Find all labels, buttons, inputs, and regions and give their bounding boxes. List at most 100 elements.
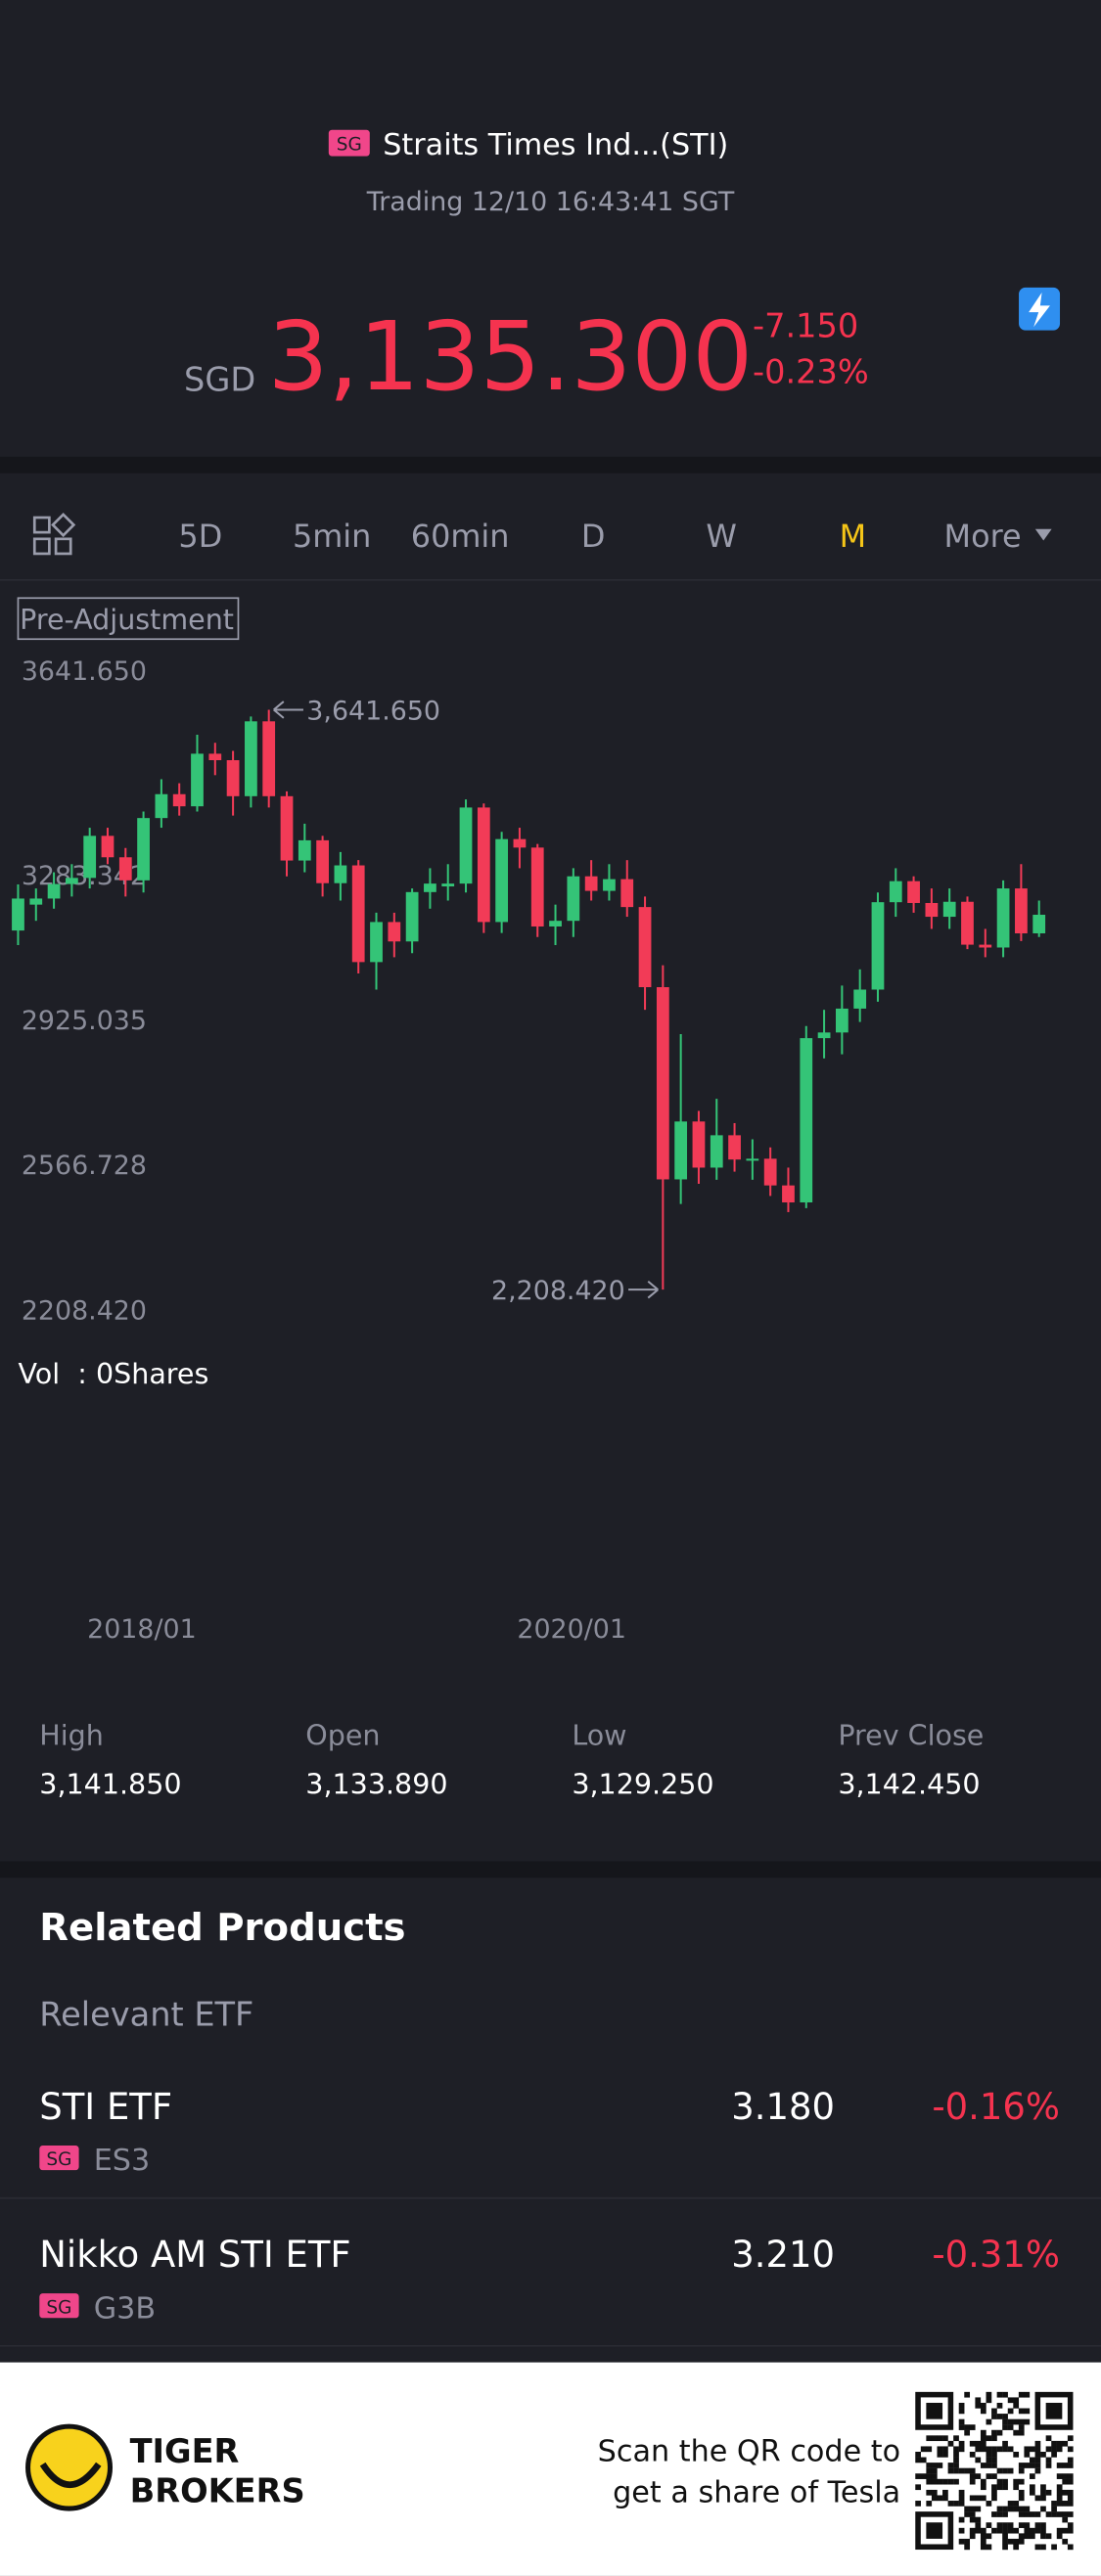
qr-cell xyxy=(1056,2511,1063,2517)
qr-cell xyxy=(1034,2446,1041,2453)
qr-cell xyxy=(1067,2463,1074,2468)
period-tab[interactable]: 5D xyxy=(178,518,222,555)
qr-cell xyxy=(1051,2440,1057,2447)
qr-cell xyxy=(991,2414,997,2419)
qr-cell xyxy=(1034,2522,1041,2528)
candle-body xyxy=(530,847,544,926)
qr-cell xyxy=(1013,2397,1020,2404)
qr-cell xyxy=(1007,2538,1014,2545)
price: 3,135.300 xyxy=(268,301,754,412)
qr-cell xyxy=(1056,2527,1063,2534)
qr-cell xyxy=(1067,2473,1074,2479)
stat-label: High xyxy=(39,1719,104,1751)
qr-cell xyxy=(1067,2435,1074,2442)
icon-part xyxy=(32,537,51,556)
candle-body xyxy=(782,1185,795,1203)
pre-adjustment-box[interactable] xyxy=(17,597,240,641)
period-tab[interactable]: M xyxy=(840,518,867,555)
etf-name[interactable]: STI ETF xyxy=(39,2086,172,2128)
qr-cell xyxy=(1045,2457,1052,2463)
candle-body xyxy=(1032,914,1046,934)
y-tick-label: 2925.035 xyxy=(22,1006,147,1036)
candle-body xyxy=(334,865,347,883)
qr-cell xyxy=(1067,2522,1074,2528)
period-tab[interactable]: D xyxy=(581,518,606,555)
qr-cell xyxy=(1002,2478,1008,2485)
qr-cell xyxy=(1029,2457,1035,2463)
qr-cell xyxy=(1018,2538,1025,2545)
candle-body xyxy=(298,839,311,861)
qr-cell xyxy=(980,2440,986,2447)
qr-cell xyxy=(1018,2506,1025,2512)
qr-cell xyxy=(1051,2501,1057,2507)
period-tab[interactable]: W xyxy=(706,518,737,555)
qr-cell xyxy=(1018,2463,1025,2468)
qr-cell xyxy=(1018,2467,1025,2474)
period-tab[interactable]: More xyxy=(944,518,1022,555)
qr-cell xyxy=(1067,2478,1074,2485)
qr-cell xyxy=(980,2527,986,2534)
qr-cell xyxy=(1062,2473,1069,2479)
qr-cell xyxy=(1024,2533,1031,2540)
qr-cell xyxy=(1045,2489,1052,2496)
qr-cell xyxy=(996,2478,1003,2485)
qr-cell xyxy=(980,2402,986,2409)
period-tab[interactable]: 5min xyxy=(293,518,371,555)
qr-cell xyxy=(1034,2495,1041,2502)
stat-label: Low xyxy=(572,1719,626,1751)
badge-bg xyxy=(39,2293,79,2319)
qr-cell xyxy=(926,2435,933,2442)
candle-body xyxy=(979,944,992,948)
qr-cell xyxy=(1040,2533,1046,2540)
candle-body xyxy=(513,838,527,848)
qr-cell xyxy=(1002,2440,1008,2447)
qr-cell xyxy=(996,2511,1003,2517)
pre-adjustment[interactable]: Pre-Adjustment xyxy=(20,604,234,636)
qr-cell xyxy=(1067,2457,1074,2463)
period-tab[interactable]: 60min xyxy=(411,518,510,555)
qr-cell xyxy=(1062,2440,1069,2447)
logo xyxy=(25,2423,114,2511)
qr-cell xyxy=(1007,2446,1014,2453)
qr-cell xyxy=(975,2506,982,2512)
qr-cell xyxy=(1040,2544,1046,2551)
qr-cell xyxy=(953,2435,959,2442)
candle-body xyxy=(674,1121,688,1180)
qr-cell xyxy=(1051,2511,1057,2517)
y-tick-label: 2566.728 xyxy=(22,1151,147,1181)
promo: Scan the QR code to xyxy=(598,2434,900,2468)
qr-cell xyxy=(980,2533,986,2540)
candle-body xyxy=(12,898,24,931)
qr-cell xyxy=(942,2489,948,2496)
qr-cell xyxy=(1062,2527,1069,2534)
qr-cell xyxy=(1034,2467,1041,2474)
qr-cell xyxy=(1067,2544,1074,2551)
qr-cell xyxy=(1029,2489,1035,2496)
qr-cell xyxy=(1024,2408,1031,2415)
etf-name[interactable]: Nikko AM STI ETF xyxy=(39,2234,350,2276)
layout-icon[interactable] xyxy=(32,512,76,556)
brand: TIGER xyxy=(130,2432,240,2470)
qr-cell xyxy=(969,2533,976,2540)
qr-cell xyxy=(942,2478,948,2485)
trading-status: Trading 12/10 16:43:41 SGT xyxy=(366,187,735,217)
qr-cell xyxy=(1018,2424,1025,2430)
qr-cell xyxy=(1045,2533,1052,2540)
qr-cell xyxy=(926,2467,933,2474)
candle-body xyxy=(925,902,939,918)
qr-cell xyxy=(986,2397,992,2404)
qr-cell xyxy=(986,2544,992,2551)
candle-body xyxy=(137,818,150,881)
qr-cell xyxy=(1007,2418,1014,2425)
qr-cell xyxy=(1018,2391,1025,2398)
qr-cell xyxy=(937,2478,943,2485)
divider xyxy=(0,1861,1101,1878)
qr-cell xyxy=(1013,2484,1020,2491)
qr-cell xyxy=(991,2457,997,2463)
qr-cell xyxy=(991,2429,997,2436)
qr-cell xyxy=(1024,2391,1031,2398)
qr-cell xyxy=(975,2527,982,2534)
qr-cell xyxy=(958,2446,965,2453)
qr-cell xyxy=(1040,2506,1046,2512)
